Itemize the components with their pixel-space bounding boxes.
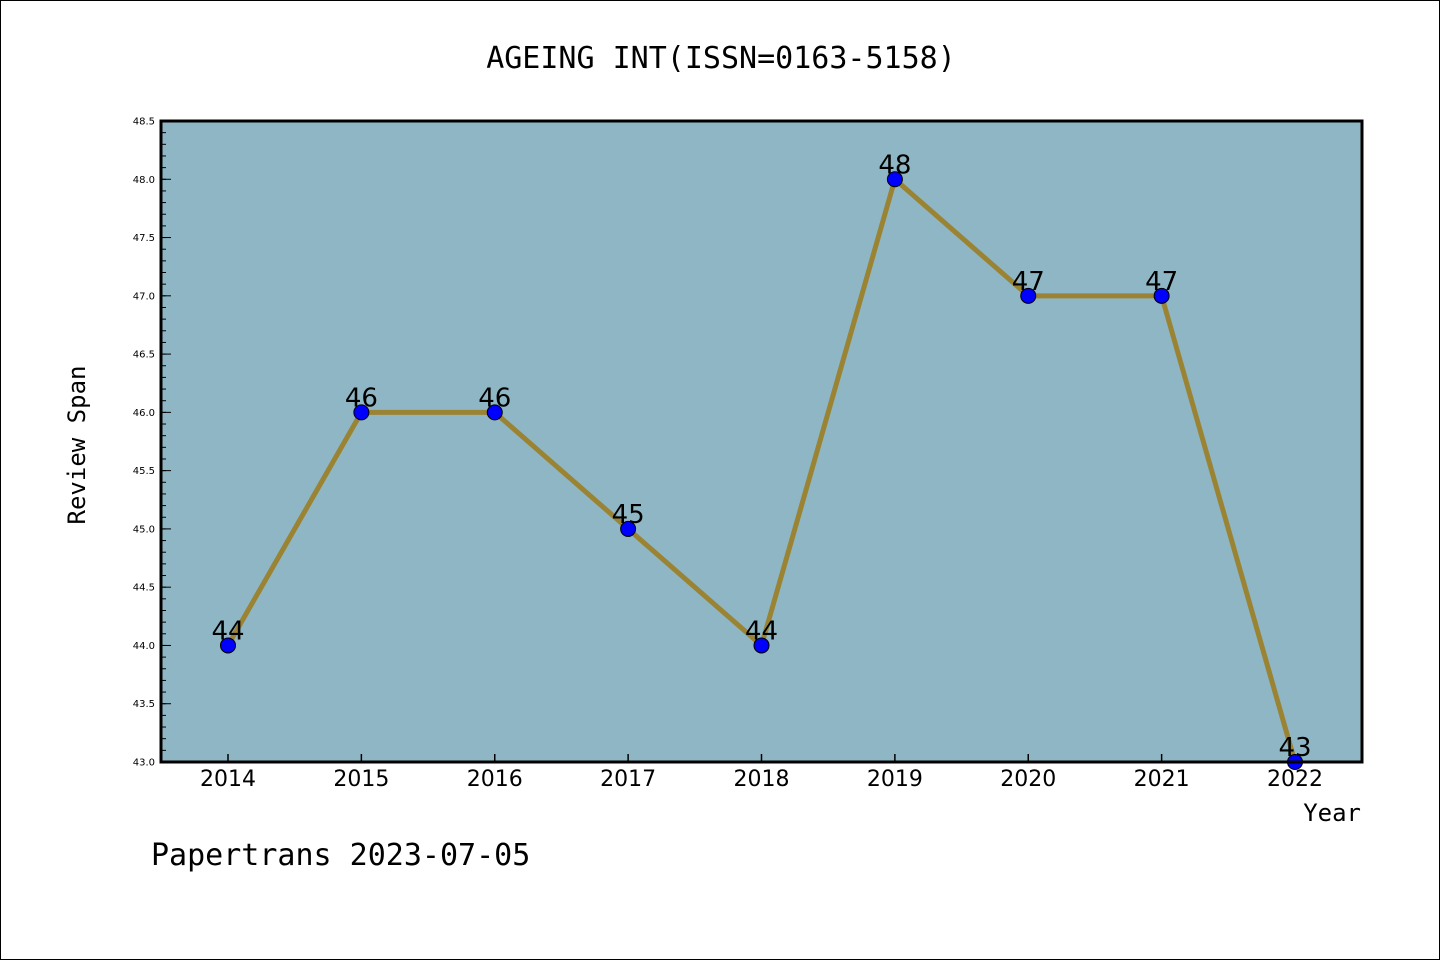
- data-label: 46: [478, 383, 511, 413]
- data-label: 48: [878, 150, 911, 180]
- data-point: [1153, 287, 1170, 304]
- x-tick-label: 2016: [467, 767, 523, 792]
- y-tick-label: 48.0: [133, 175, 155, 186]
- data-point: [620, 520, 637, 537]
- y-tick-label: 43.5: [133, 699, 155, 710]
- data-label: 45: [612, 500, 645, 530]
- data-markers: [220, 171, 1303, 770]
- data-point: [353, 404, 370, 421]
- x-tick-label: 2015: [333, 767, 389, 792]
- x-tick-label: 2018: [734, 767, 790, 792]
- x-axis-label: Year: [1303, 799, 1361, 827]
- data-label: 44: [745, 616, 778, 646]
- y-axis-label: Review Span: [63, 366, 91, 525]
- data-label: 43: [1278, 733, 1311, 763]
- data-label: 47: [1145, 267, 1178, 297]
- y-tick-label: 46.0: [133, 408, 155, 419]
- data-label: 44: [211, 616, 244, 646]
- plot-area: [161, 121, 1362, 762]
- data-label: 46: [345, 383, 378, 413]
- x-tick-label: 2017: [600, 767, 656, 792]
- y-tick-label: 47.5: [133, 233, 155, 244]
- x-tick-label: 2020: [1000, 767, 1056, 792]
- x-tick-label: 2014: [200, 767, 256, 792]
- y-tick-label: 44.0: [133, 641, 155, 652]
- y-tick-label: 45.5: [133, 466, 155, 477]
- y-tick-label: 43.0: [133, 758, 155, 769]
- x-tick-label: 2019: [867, 767, 923, 792]
- x-tick-label: 2021: [1134, 767, 1190, 792]
- y-tick-label: 46.5: [133, 350, 155, 361]
- y-tick-label: 44.5: [133, 583, 155, 594]
- x-tick-label: 2022: [1267, 767, 1323, 792]
- chart-title: AGEING INT(ISSN=0163-5158): [486, 41, 956, 76]
- y-axis: 43.0 43.5 44.0 44.5 45.0 45.5 46.0 46.5 47.0 47.5…: [133, 117, 171, 769]
- plot-border: [159, 119, 1364, 764]
- data-point: [1020, 287, 1037, 304]
- data-point: [753, 637, 770, 654]
- data-point: [220, 637, 236, 654]
- data-point: [486, 404, 503, 421]
- y-tick-label: 48.5: [133, 117, 155, 128]
- x-axis: 2014 2015 2016 2017 2018 2019 2020 2021 2022: [200, 754, 1323, 792]
- data-label: 47: [1012, 267, 1045, 297]
- y-tick-label: 45.0: [133, 524, 155, 535]
- y-tick-label: 47.0: [133, 291, 155, 302]
- data-labels: 44 46 46 45 44 48 47 47 43: [211, 150, 1311, 763]
- footer-text: Papertrans 2023-07-05: [151, 838, 530, 873]
- data-point: [886, 171, 903, 188]
